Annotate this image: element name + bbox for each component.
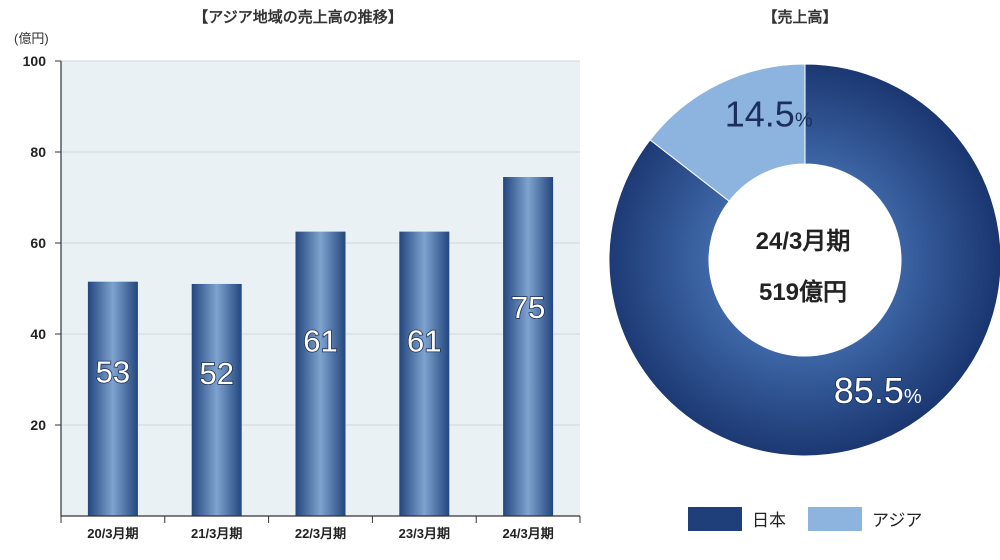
bar-value-label: 61 xyxy=(407,324,441,359)
y-tick-label: 80 xyxy=(30,144,46,160)
bar xyxy=(503,177,554,516)
donut-legend: 日本 アジア xyxy=(688,506,944,531)
legend-swatch-asia xyxy=(808,506,862,531)
y-tick-label: 60 xyxy=(30,235,46,251)
bar-chart-title: 【アジア地域の売上高の推移】 xyxy=(193,8,402,26)
donut-hole xyxy=(709,164,901,356)
bar xyxy=(295,231,346,516)
y-axis-unit-label: (億円) xyxy=(14,31,49,46)
x-tick-label: 24/3月期 xyxy=(502,526,553,541)
y-tick-label: 20 xyxy=(30,417,46,433)
bar-value-label: 75 xyxy=(511,290,545,325)
y-tick-label: 40 xyxy=(30,326,46,342)
bar-value-label: 52 xyxy=(199,356,233,391)
legend-swatch-japan xyxy=(688,506,742,531)
legend-label-japan: 日本 xyxy=(752,511,786,530)
bar-value-label: 61 xyxy=(303,324,337,359)
bar-value-label: 53 xyxy=(96,355,130,390)
center-label-total: 519億円 xyxy=(759,278,847,306)
x-tick-label: 20/3月期 xyxy=(87,526,138,541)
legend-item-asia: アジア xyxy=(808,506,922,531)
donut-chart-title: 【売上高】 xyxy=(762,8,837,26)
bar xyxy=(399,231,450,516)
x-tick-label: 22/3月期 xyxy=(295,526,346,541)
donut-chart: 【売上高】 85.5% 14.5% 24/3月期 519億円 xyxy=(608,8,1000,457)
center-label-period: 24/3月期 xyxy=(756,228,851,255)
legend-item-japan: 日本 xyxy=(688,506,786,531)
slice-percent-label: 85.5% xyxy=(834,370,922,411)
legend-label-asia: アジア xyxy=(872,511,923,530)
slice-percent-label: 14.5% xyxy=(725,93,813,134)
bar-chart: 【アジア地域の売上高の推移】 (億円) 20 40 60 80 100 53 20/3月期 5… xyxy=(14,8,581,541)
bar xyxy=(191,283,242,516)
bar xyxy=(87,281,138,516)
x-tick-label: 21/3月期 xyxy=(191,526,242,541)
y-tick-label: 100 xyxy=(23,53,47,69)
x-tick-label: 23/3月期 xyxy=(399,526,450,541)
